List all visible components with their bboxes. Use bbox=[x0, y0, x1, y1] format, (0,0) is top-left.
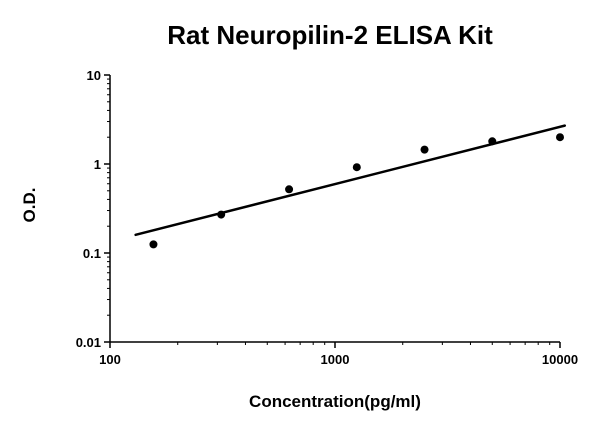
x-tick-label: 100 bbox=[99, 352, 121, 367]
data-point bbox=[352, 163, 361, 172]
data-point bbox=[556, 133, 564, 142]
data-point bbox=[217, 210, 226, 219]
y-tick-label: 10 bbox=[87, 68, 101, 83]
x-axis-label: Concentration(pg/ml) bbox=[249, 392, 421, 411]
y-tick-label: 0.1 bbox=[83, 246, 101, 261]
data-point bbox=[149, 240, 158, 249]
y-tick-label: 0.01 bbox=[76, 335, 101, 350]
chart-title: Rat Neuropilin-2 ELISA Kit bbox=[167, 20, 493, 50]
x-tick-label: 1000 bbox=[321, 352, 350, 367]
y-tick-label: 1 bbox=[94, 157, 101, 172]
trend-line bbox=[134, 124, 567, 237]
x-tick-label: 10000 bbox=[542, 352, 578, 367]
data-point bbox=[488, 137, 497, 146]
data-point bbox=[285, 185, 294, 194]
data-point bbox=[420, 145, 429, 154]
